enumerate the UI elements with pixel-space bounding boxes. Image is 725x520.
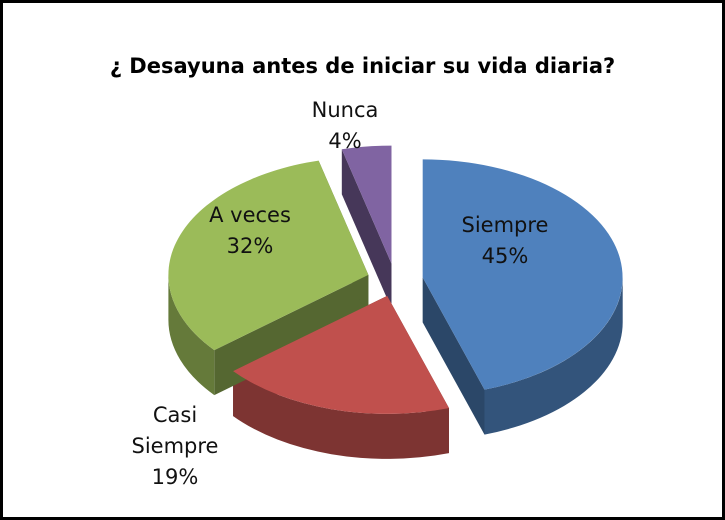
label-category: Nunca <box>311 98 379 122</box>
label-value: 32% <box>226 234 274 258</box>
slice-wall <box>168 274 215 396</box>
chart-title: ¿ Desayuna antes de iniciar su vida diar… <box>109 54 616 78</box>
data-label: Nunca 4% <box>300 95 390 157</box>
label-value: 4% <box>328 129 362 153</box>
slice <box>341 145 392 264</box>
label-value: 19% <box>151 465 199 489</box>
data-label: Siempre 45% <box>455 210 555 272</box>
label-value: 45% <box>481 244 529 268</box>
label-category: A veces <box>209 203 291 227</box>
label-category: Casi Siempre <box>131 403 219 458</box>
slice-side <box>422 277 485 435</box>
data-label: A veces 32% <box>195 200 305 262</box>
slice-side <box>341 149 392 309</box>
data-label: Casi Siempre 19% <box>125 400 225 493</box>
slice-wall <box>484 277 623 435</box>
slice <box>233 295 449 414</box>
slice-wall <box>233 371 449 459</box>
label-category: Siempre <box>461 213 549 237</box>
slice <box>422 159 623 390</box>
slice <box>168 160 369 351</box>
